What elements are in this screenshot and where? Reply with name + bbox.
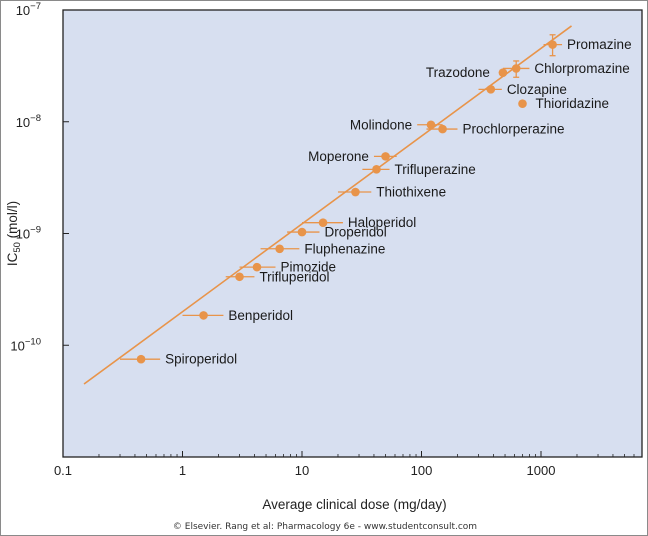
x-tick-label: 10 bbox=[295, 463, 309, 478]
data-point bbox=[486, 85, 496, 94]
data-point bbox=[318, 218, 328, 227]
x-tick-label: 0.1 bbox=[54, 463, 72, 478]
data-point bbox=[351, 187, 360, 197]
point-label: Moperone bbox=[308, 149, 369, 164]
point-label: Clozapine bbox=[507, 82, 567, 97]
x-tick-label: 1 bbox=[179, 463, 186, 478]
y-tick-exponent: −9 bbox=[30, 225, 41, 236]
point-label: Chlorpromazine bbox=[534, 61, 629, 76]
y-tick-exponent: −8 bbox=[30, 113, 41, 124]
data-point bbox=[438, 124, 447, 134]
point-label: Trifluperazine bbox=[395, 162, 476, 177]
point-label: Benperidol bbox=[228, 308, 293, 323]
y-tick-label: 10−9 bbox=[16, 225, 41, 242]
point-label: Spiroperidol bbox=[165, 352, 237, 367]
data-point bbox=[372, 165, 381, 174]
point-label: Molindone bbox=[350, 117, 412, 132]
x-tick-label: 1000 bbox=[527, 463, 556, 478]
data-point bbox=[136, 354, 146, 364]
data-point bbox=[518, 99, 527, 109]
point-label: Haloperidol bbox=[348, 215, 416, 230]
y-axis-label-unit: (mol/l) bbox=[5, 201, 20, 242]
y-tick-base: 10 bbox=[16, 3, 30, 18]
plot-border bbox=[62, 9, 643, 458]
point-label: Thiothixene bbox=[376, 185, 446, 200]
data-point bbox=[275, 244, 284, 254]
point-label: Prochlorperazine bbox=[462, 122, 564, 137]
point-label: Promazine bbox=[567, 37, 632, 52]
y-tick-label: 10−10 bbox=[10, 336, 41, 353]
point-label: Trazodone bbox=[426, 65, 490, 80]
point-label: Trifluperidol bbox=[259, 269, 329, 284]
data-point bbox=[297, 227, 307, 237]
y-tick-base: 10 bbox=[16, 115, 30, 130]
copyright-credit: © Elsevier. Rang et al: Pharmacology 6e … bbox=[173, 522, 477, 532]
data-point bbox=[252, 262, 262, 272]
data-point bbox=[548, 40, 557, 49]
data-point bbox=[498, 68, 508, 77]
data-point bbox=[381, 152, 390, 161]
y-tick-base: 10 bbox=[16, 227, 30, 242]
y-tick-label: 10−8 bbox=[16, 113, 41, 130]
data-point bbox=[426, 120, 436, 130]
data-point bbox=[511, 64, 521, 73]
plot-area bbox=[63, 10, 642, 457]
x-tick-label: 100 bbox=[411, 463, 433, 478]
point-labels: Promazine Chlorpromazine Trazodone Clozapin… bbox=[165, 37, 631, 367]
y-tick-exponent: −10 bbox=[25, 336, 41, 347]
point-label: Pimozide bbox=[280, 260, 336, 275]
y-axis-label: IC50 (mol/l) bbox=[5, 201, 23, 266]
point-label: Fluphenazine bbox=[304, 241, 385, 256]
y-tick-base: 10 bbox=[10, 338, 24, 353]
point-label: Thioridazine bbox=[535, 96, 609, 111]
y-tick-exponent: −7 bbox=[30, 1, 41, 12]
y-tick-label: 10−7 bbox=[16, 1, 41, 18]
data-point bbox=[199, 311, 208, 320]
point-label: Droperidol bbox=[324, 225, 386, 240]
data-point bbox=[235, 272, 244, 282]
data-points bbox=[136, 40, 557, 364]
y-axis-label-subscript: 50 bbox=[12, 242, 23, 253]
x-axis-label: Average clinical dose (mg/day) bbox=[262, 497, 446, 512]
y-axis-label-symbol: IC bbox=[5, 252, 20, 266]
x-axis-ticks: 0.1 1 10 100 1000 bbox=[54, 451, 643, 478]
